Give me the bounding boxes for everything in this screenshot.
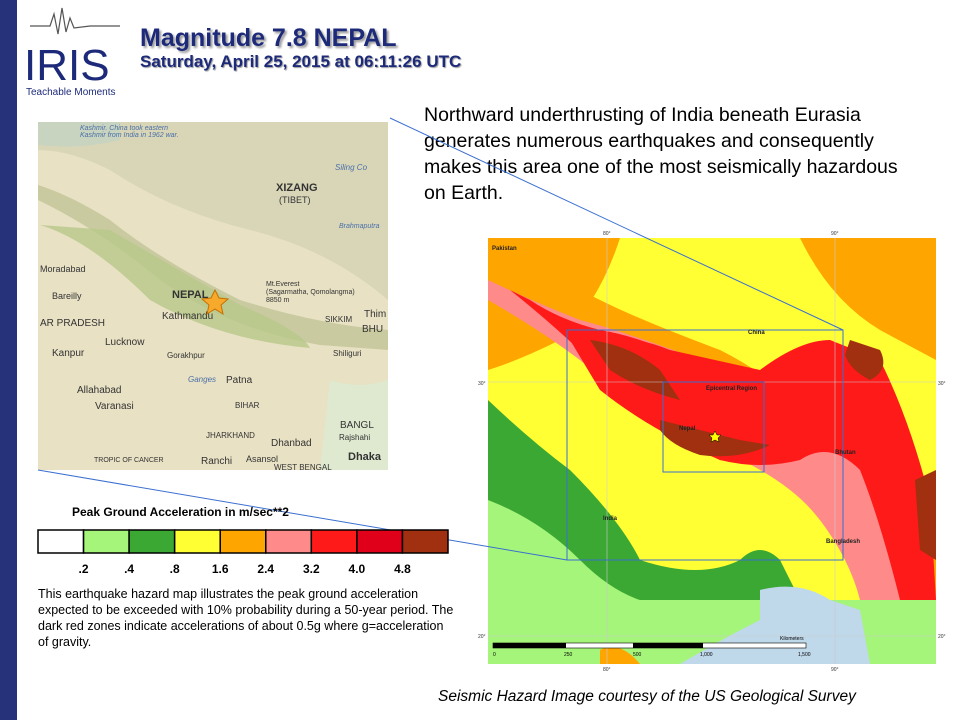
legend-swatch (173, 529, 221, 554)
map-label: Moradabad (40, 264, 86, 274)
map-label: JHARKHAND (206, 431, 255, 440)
scale-label: 1,000 (700, 652, 713, 658)
graticule-label: 80° (603, 231, 611, 237)
legend-swatch (356, 529, 404, 554)
map-label: Epicentral Region (706, 386, 757, 392)
legend-label: 4.0 (349, 562, 366, 576)
map-label: Dhaka (348, 451, 382, 463)
side-bar (0, 0, 17, 720)
map-label: Thim (364, 309, 386, 320)
map-label: SIKKIM (325, 315, 352, 324)
legend-label: .2 (79, 562, 89, 576)
map-label: Kashmir. China took eastern (80, 125, 168, 132)
map-label: Pakistan (492, 246, 517, 252)
map-label: Kashmir from India in 1962 war. (80, 132, 179, 139)
scale-label: 0 (493, 652, 496, 658)
map-label: Bhutan (835, 450, 856, 456)
pointer-line (389, 117, 844, 331)
map-label: Mt.Everest (266, 281, 300, 288)
map-label: Lucknow (105, 337, 145, 348)
legend-title: Peak Ground Acceleration in m/sec**2 (72, 505, 289, 519)
map-label: XIZANG (276, 182, 318, 194)
map-label: (Sagarmatha, Qomolangma) (266, 289, 355, 296)
graticule-label: 20° (478, 634, 486, 640)
map-label: Ranchi (201, 456, 232, 467)
map-label: BANGL (340, 420, 374, 431)
graticule-label: 30° (478, 381, 486, 387)
map-label: Asansol (246, 454, 278, 464)
map-label: Brahmaputra (339, 223, 380, 230)
map-label: (TIBET) (279, 195, 311, 205)
logo-tagline: Teachable Moments (26, 87, 116, 98)
graticule-label: 80° (603, 667, 611, 673)
map-label: WEST BENGAL (274, 463, 332, 472)
map-label: Rajshahi (339, 433, 370, 442)
graticule-label: 90° (831, 667, 839, 673)
map-label: Dhanbad (271, 438, 312, 449)
legend-swatch (265, 529, 313, 554)
map-label: China (748, 330, 765, 336)
map-label: Gorakhpur (167, 351, 205, 360)
legend-label: 1.6 (212, 562, 229, 576)
legend-label: 2.4 (257, 562, 274, 576)
map-label: Kathmandu (162, 311, 213, 322)
map-label: Patna (226, 375, 253, 386)
map-label: Allahabad (77, 385, 121, 396)
graticule-label: 20° (938, 634, 946, 640)
scale-label: 500 (633, 652, 642, 658)
scale-label: 250 (564, 652, 573, 658)
caption: This earthquake hazard map illustrates t… (38, 587, 454, 649)
map-label: BIHAR (235, 401, 260, 410)
subtitle: Saturday, April 25, 2015 at 06:11:26 UTC (140, 52, 462, 71)
legend-label: .8 (170, 562, 180, 576)
pointer-line (37, 469, 568, 561)
legend-swatch (37, 529, 85, 554)
map-label: India (603, 516, 618, 522)
seismogram (30, 7, 120, 35)
scale-label: 1,500 (798, 652, 811, 658)
map-label: Varanasi (95, 401, 134, 412)
map-label: Shiliguri (333, 349, 362, 358)
map-label: 8850 m (266, 297, 290, 304)
map-label: Nepal (679, 426, 696, 432)
right-map (488, 238, 936, 664)
legend-swatch (401, 529, 449, 554)
logo: IRIS Teachable Moments (24, 7, 120, 98)
intro-text: Northward underthrusting of India beneat… (424, 104, 898, 204)
map-label: Siling Co (335, 163, 368, 172)
map-label: TROPIC OF CANCER (94, 457, 164, 464)
legend-label: .4 (124, 562, 134, 576)
legend-swatch (219, 529, 267, 554)
credit: Seismic Hazard Image courtesy of the US … (438, 688, 856, 705)
epicenter-star (200, 288, 230, 316)
legend-swatch (310, 529, 358, 554)
map-label: Ganges (188, 375, 216, 384)
map-label: NEPAL (172, 289, 209, 301)
map-label: Kanpur (52, 348, 85, 359)
legend-label: 3.2 (303, 562, 320, 576)
title: Magnitude 7.8 NEPAL (140, 24, 397, 52)
map-label: Bangladesh (826, 539, 860, 545)
graticule-label: 90° (831, 231, 839, 237)
graticule-label: 30° (938, 381, 946, 387)
map-label: BHU (362, 324, 383, 335)
map-label: AR PRADESH (40, 318, 105, 329)
map-label: Bareilly (52, 291, 82, 301)
legend-swatch (82, 529, 130, 554)
scale-title: Kilometers (780, 636, 804, 642)
legend-swatch (128, 529, 176, 554)
logo-text: IRIS (24, 41, 110, 90)
legend-label: 4.8 (394, 562, 411, 576)
